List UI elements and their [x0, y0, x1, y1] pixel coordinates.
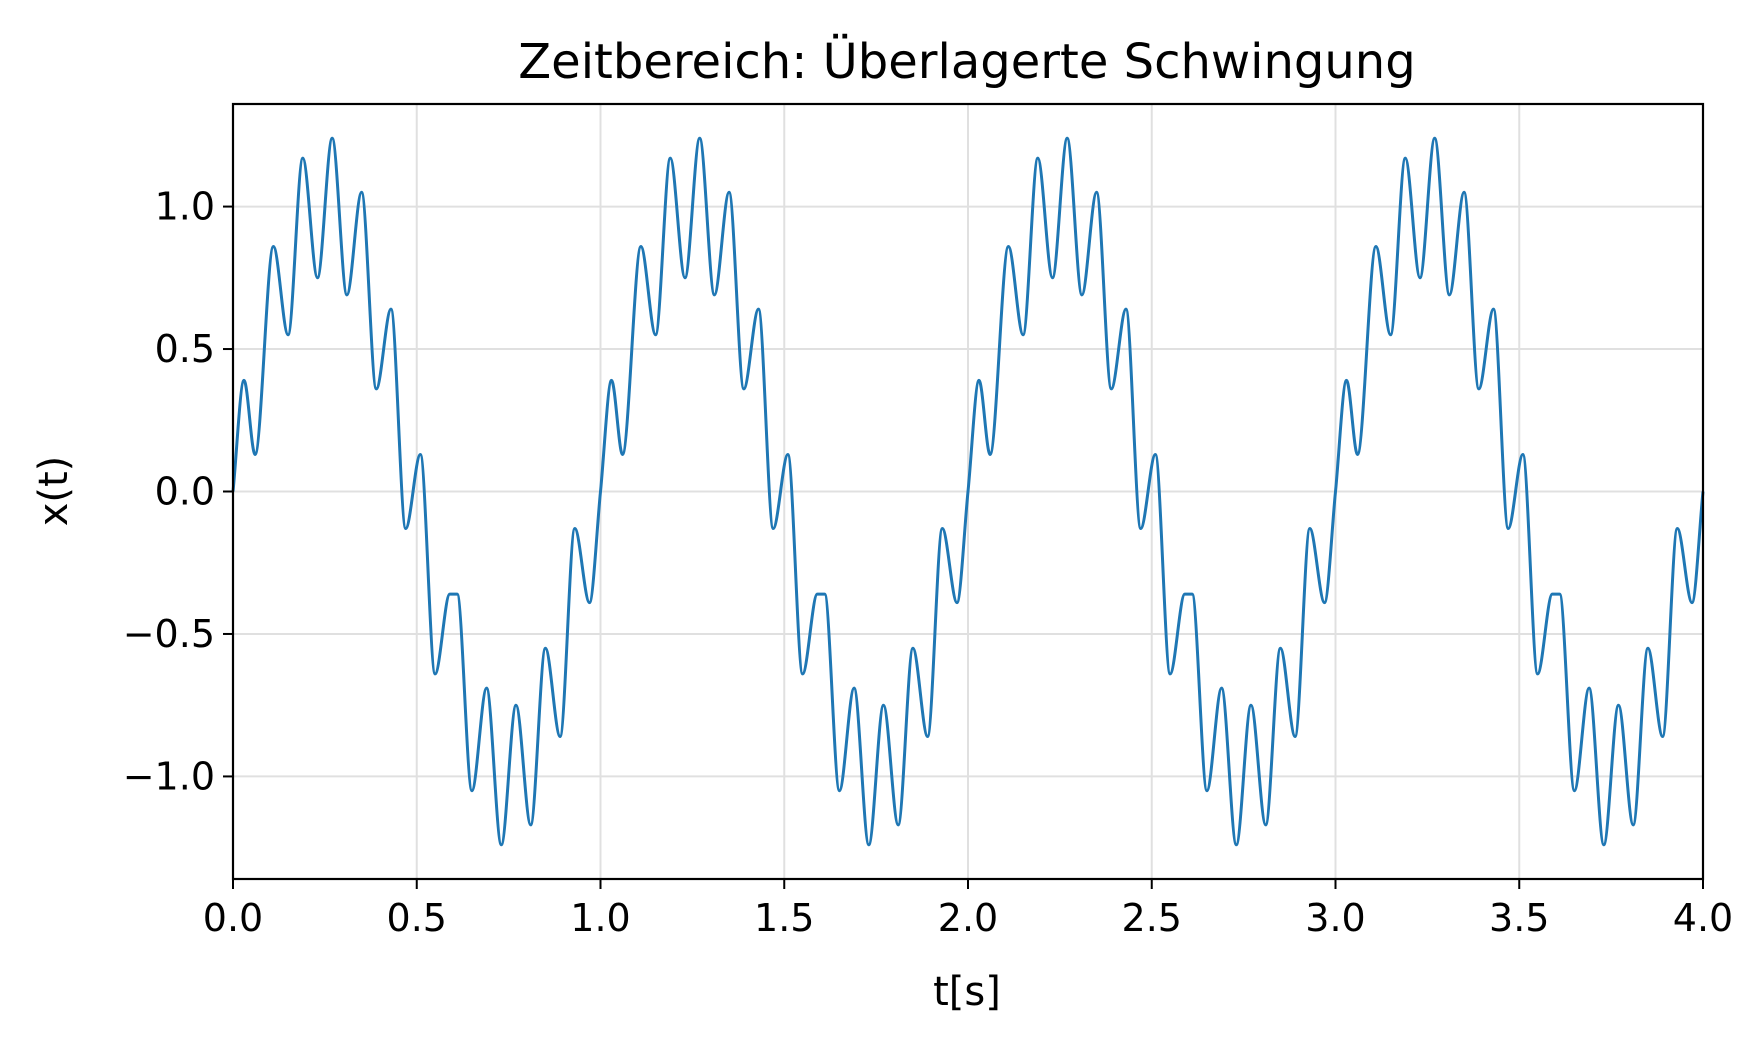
x-tick-label: 4.0	[1673, 896, 1733, 940]
series-line-x-of-t	[231, 136, 1705, 847]
y-axis-ticks: −1.0 −0.5 0.0 0.5 1.0	[123, 185, 233, 798]
y-tick-label: 0.5	[155, 327, 215, 371]
x-tick-label: 2.5	[1122, 896, 1182, 940]
x-tick-label: 0.5	[387, 896, 447, 940]
x-axis-ticks: 0.0 0.5 1.0 1.5 2.0 2.5 3.0 3.5 4.0	[203, 879, 1733, 940]
y-tick-label: 0.0	[155, 470, 215, 514]
x-tick-label: 3.5	[1489, 896, 1549, 940]
grid	[232, 104, 1704, 879]
y-axis-label: x(t)	[31, 456, 77, 527]
x-axis-label: t[s]	[933, 969, 1001, 1015]
chart-title: Zeitbereich: Überlagerte Schwingung	[518, 34, 1415, 90]
x-tick-label: 1.0	[570, 896, 630, 940]
y-tick-label: −0.5	[123, 612, 215, 656]
x-tick-label: 3.0	[1305, 896, 1365, 940]
x-tick-label: 0.0	[203, 896, 263, 940]
y-tick-label: −1.0	[123, 754, 215, 798]
x-tick-label: 1.5	[754, 896, 814, 940]
x-tick-label: 2.0	[938, 896, 998, 940]
y-tick-label: 1.0	[155, 185, 215, 229]
